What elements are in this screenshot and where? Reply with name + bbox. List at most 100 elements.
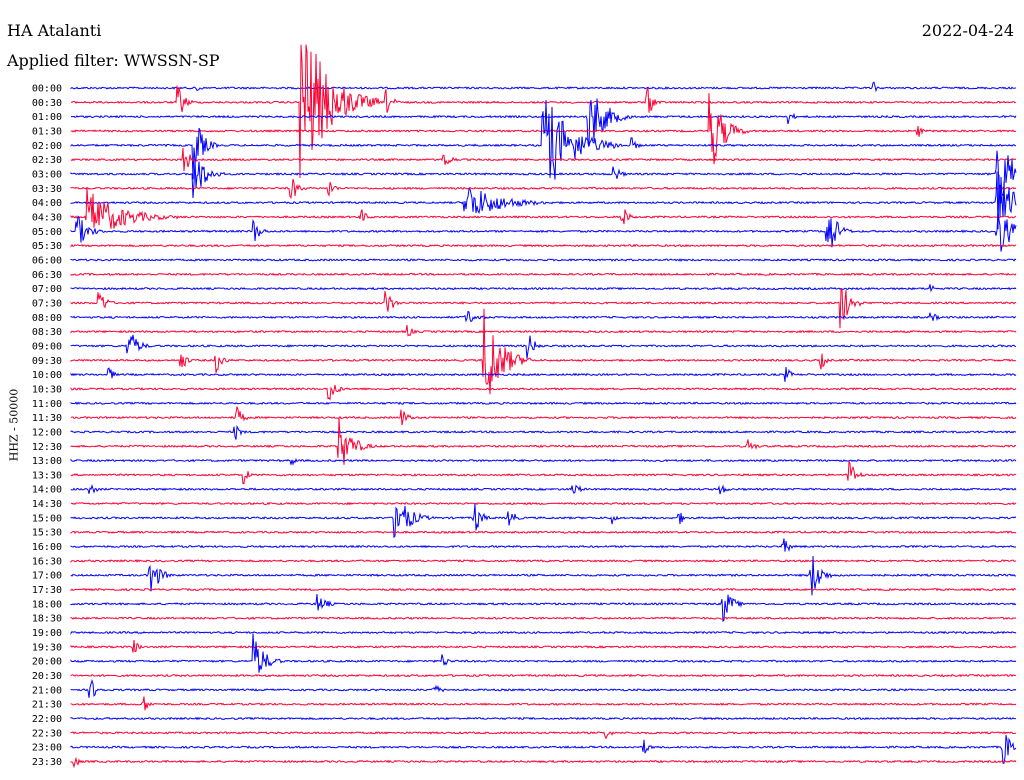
trace-line: [70, 457, 1017, 466]
station-title: HA Atalanti: [7, 21, 102, 40]
row-time-label: 12:00: [32, 427, 62, 438]
trace-line: [70, 594, 1017, 623]
trace-line: [70, 735, 1017, 764]
trace-line: [70, 243, 1017, 248]
trace-line: [70, 639, 1017, 653]
row-time-label: 08:00: [32, 313, 62, 324]
trace-line: [70, 366, 1017, 382]
trace-line: [70, 384, 1017, 401]
row-time-label: 00:00: [32, 84, 62, 95]
row-time-label: 12:30: [32, 442, 62, 453]
trace-line: [70, 461, 1017, 485]
row-time-label: 06:30: [32, 270, 62, 281]
trace-line: [70, 334, 1017, 359]
trace-line: [70, 171, 1017, 230]
row-time-label: 07:00: [32, 284, 62, 295]
date-label: 2022-04-24: [921, 21, 1014, 40]
row-time-label: 08:30: [32, 327, 62, 338]
trace-line: [70, 100, 1017, 180]
row-time-label: 20:30: [32, 671, 62, 682]
trace-line: [71, 44, 1017, 179]
trace-line: [70, 616, 1017, 621]
trace-line: [70, 310, 1017, 323]
trace-line: [70, 401, 1017, 406]
row-time-label: 19:00: [32, 628, 62, 639]
row-time-label: 00:30: [32, 98, 62, 109]
row-time-label: 13:00: [32, 456, 62, 467]
row-time-label: 07:30: [32, 298, 62, 309]
trace-line: [70, 308, 1016, 395]
row-time-label: 15:00: [32, 513, 62, 524]
row-time-label: 21:30: [32, 700, 62, 711]
row-time-label: 09:30: [32, 356, 62, 367]
trace-line: [70, 538, 1017, 552]
trace-line: [70, 147, 1017, 172]
row-time-label: 10:30: [32, 384, 62, 395]
row-time-label: 02:00: [32, 141, 62, 152]
row-time-label: 05:30: [32, 241, 62, 252]
row-time-label: 11:30: [32, 413, 62, 424]
row-time-label: 05:00: [32, 227, 62, 238]
row-time-label: 21:00: [32, 685, 62, 696]
trace-line: [70, 503, 1017, 539]
trace-line: [70, 424, 1017, 440]
trace-line: [70, 258, 1017, 262]
trace-line: [70, 501, 1017, 506]
row-time-label: 23:30: [32, 757, 62, 768]
row-time-label: 04:30: [32, 212, 62, 223]
trace-line: [70, 696, 1017, 711]
trace-line: [70, 756, 1017, 769]
trace-line: [70, 559, 1017, 563]
row-time-label: 04:00: [32, 198, 62, 209]
trace-line: [70, 679, 1017, 698]
filter-label: Applied filter: WWSSN-SP: [7, 51, 220, 70]
trace-line: [70, 731, 1017, 740]
trace-line: [70, 673, 1017, 678]
row-time-label: 22:30: [32, 728, 62, 739]
trace-line: [70, 406, 1017, 426]
row-time-label: 01:00: [32, 112, 62, 123]
row-time-label: 22:00: [32, 714, 62, 725]
row-time-label: 14:30: [32, 499, 62, 510]
row-time-label: 14:00: [32, 485, 62, 496]
row-time-label: 15:30: [32, 528, 62, 539]
row-time-label: 18:00: [32, 599, 62, 610]
trace-line: [70, 187, 1017, 229]
trace-line: [70, 288, 1017, 329]
row-time-label: 03:30: [32, 184, 62, 195]
trace-line: [70, 633, 1017, 673]
trace-line: [70, 530, 1017, 535]
row-time-label: 20:00: [32, 657, 62, 668]
row-time-label: 16:00: [32, 542, 62, 553]
trace-line: [70, 325, 1017, 337]
row-time-label: 17:00: [32, 571, 62, 582]
trace-line: [70, 630, 1017, 635]
row-time-label: 06:00: [32, 255, 62, 266]
row-time-label: 19:30: [32, 642, 62, 653]
trace-line: [70, 81, 1017, 93]
trace-line: [70, 150, 1017, 204]
row-time-label: 18:30: [32, 614, 62, 625]
trace-line: [70, 483, 1017, 495]
row-time-label: 10:00: [32, 370, 62, 381]
row-time-label: 02:30: [32, 155, 62, 166]
row-time-label: 01:30: [32, 126, 62, 137]
trace-line: [70, 417, 1017, 465]
trace-line: [70, 178, 1017, 200]
trace-line: [70, 212, 1017, 252]
row-time-label: 09:00: [32, 341, 62, 352]
trace-line: [70, 284, 1017, 293]
trace-line: [70, 587, 1017, 592]
trace-line: [70, 555, 1017, 596]
trace-line: [70, 716, 1016, 721]
trace-line: [70, 272, 1017, 277]
row-time-label: 23:00: [32, 743, 62, 754]
row-time-label: 17:30: [32, 585, 62, 596]
row-time-label: 11:00: [32, 399, 62, 410]
row-time-label: 13:30: [32, 470, 62, 481]
row-time-label: 03:00: [32, 169, 62, 180]
row-time-label: 16:30: [32, 556, 62, 567]
trace-line: [70, 93, 1017, 165]
